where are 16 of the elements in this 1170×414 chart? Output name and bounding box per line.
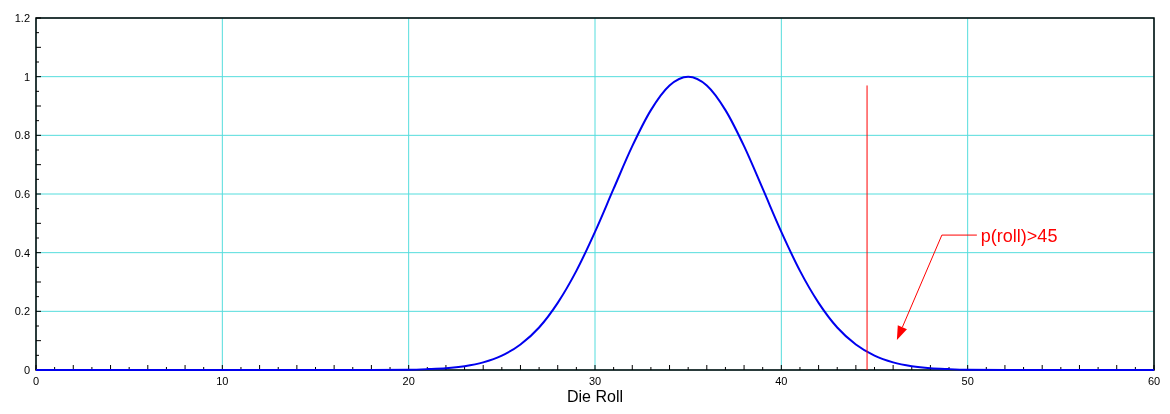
y-tick-label: 0.8 [14, 129, 30, 142]
annotation: p(roll)>45 [980, 226, 1058, 247]
x-tick-label: 60 [1147, 375, 1161, 387]
y-tick-label: 0 [23, 364, 30, 376]
x-tick-label: 10 [216, 375, 229, 387]
y-tick-label: 0.2 [14, 305, 30, 318]
x-tick-label: 20 [402, 375, 415, 387]
y-tick-label: 1.2 [14, 12, 30, 24]
y-tick-label: 1 [23, 70, 30, 83]
x-tick-label: 30 [588, 375, 602, 387]
y-tick-label: 0.4 [14, 246, 30, 259]
x-tick-label: 50 [961, 375, 974, 387]
x-tick-label: 0 [32, 375, 40, 387]
x-tick-label: 40 [775, 375, 788, 387]
y-tick-label: 0.6 [14, 188, 30, 200]
x-axis-title: Die Roll [566, 388, 624, 405]
